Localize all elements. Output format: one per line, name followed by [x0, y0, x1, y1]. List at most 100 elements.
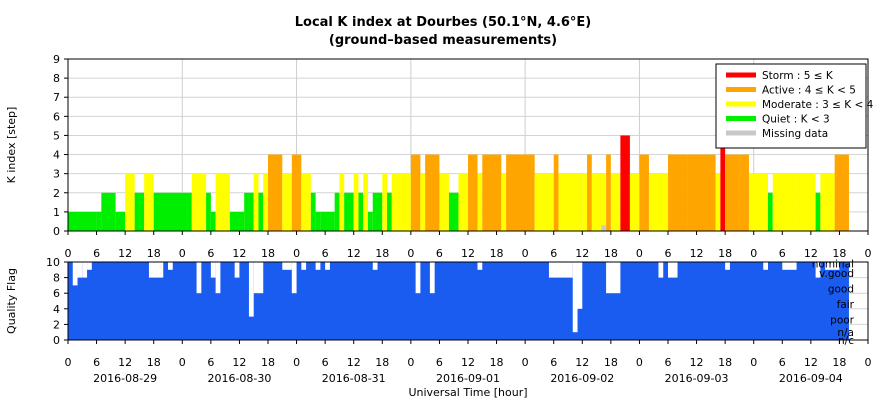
- k-x-tick-label: 18: [604, 247, 618, 260]
- k-x-tick-label: 6: [322, 247, 329, 260]
- quality-y-axis-label: Quality Flag: [5, 268, 18, 334]
- k-bar: [229, 211, 245, 231]
- q-x-tick-label: 18: [261, 356, 275, 369]
- quality-dip: [548, 262, 573, 278]
- quality-dip: [77, 262, 83, 278]
- k-bar: [153, 192, 188, 231]
- q-y-tick-label: 6: [53, 287, 60, 300]
- k-bar: [353, 173, 359, 231]
- q-x-tick-label: 6: [779, 356, 786, 369]
- q-x-tick-label: 0: [65, 356, 72, 369]
- legend-label-storm: Storm : 5 ≤ K: [762, 70, 834, 82]
- x-axis-label: Universal Time [hour]: [408, 386, 527, 399]
- k-bar: [96, 211, 102, 231]
- legend: Storm : 5 ≤ K Active : 4 ≤ K < 5 Moderate …: [715, 63, 874, 149]
- quality-level-label: fair: [837, 299, 855, 311]
- quality-dip: [825, 262, 840, 270]
- quality-dip: [606, 262, 621, 294]
- quality-dip: [325, 262, 330, 270]
- k-x-tick-label: 18: [261, 247, 275, 260]
- q-x-tick-label: 0: [750, 356, 757, 369]
- k-x-tick-label: 0: [65, 247, 72, 260]
- k-x-tick-label: 12: [118, 247, 132, 260]
- k-y-tick-label: 9: [53, 53, 60, 66]
- k-index-y-axis-label: K index [step]: [5, 107, 18, 184]
- k-bar: [687, 154, 716, 231]
- q-x-tick-label: 0: [293, 356, 300, 369]
- quality-dip: [572, 262, 578, 333]
- k-bar: [720, 135, 726, 231]
- k-bar: [125, 173, 135, 231]
- k-y-tick-label: 8: [53, 72, 60, 85]
- k-bar: [534, 173, 554, 231]
- k-bar: [420, 173, 426, 231]
- q-y-tick-label: 0: [53, 334, 60, 347]
- k-x-tick-label: 12: [804, 247, 818, 260]
- k-bar: [368, 211, 373, 231]
- k-missing-mark: [601, 225, 607, 231]
- quality-dip: [577, 262, 583, 309]
- k-x-tick-label: 6: [93, 247, 100, 260]
- q-x-tick-label: 12: [347, 356, 361, 369]
- k-x-tick-label: 12: [690, 247, 704, 260]
- k-bar: [358, 192, 364, 231]
- k-bar: [258, 192, 264, 231]
- k-x-tick-label: 18: [490, 247, 504, 260]
- q-x-tick-label: 0: [636, 356, 643, 369]
- q-y-tick-label: 4: [53, 303, 60, 316]
- date-label: 2016-09-04: [779, 372, 843, 385]
- k-bar: [501, 173, 507, 231]
- k-y-tick-label: 7: [53, 91, 60, 104]
- k-bar: [425, 154, 440, 231]
- quality-dip: [429, 262, 435, 294]
- quality-dip: [315, 262, 321, 270]
- quality-level-label: poor: [830, 315, 855, 327]
- q-x-tick-label: 12: [461, 356, 475, 369]
- quality-dip: [234, 262, 240, 278]
- chart-subtitle: (ground–based measurements): [329, 33, 557, 48]
- legend-label-quiet: Quiet : K < 3: [762, 114, 830, 126]
- k-bar: [815, 192, 821, 231]
- k-bar: [391, 173, 397, 231]
- k-bar: [382, 173, 388, 231]
- k-bar: [268, 154, 283, 231]
- quality-dip: [782, 262, 797, 270]
- quality-dip: [658, 262, 664, 278]
- k-bar: [768, 192, 773, 231]
- k-y-tick-label: 1: [53, 206, 60, 219]
- k-bar: [610, 173, 621, 231]
- k-bar: [820, 173, 835, 231]
- k-bar: [310, 192, 316, 231]
- quality-dip: [248, 262, 254, 317]
- k-bar: [282, 173, 292, 231]
- k-x-tick-label: 18: [832, 247, 846, 260]
- q-x-tick-label: 12: [232, 356, 246, 369]
- quality-dip: [168, 262, 173, 270]
- quality-dip: [253, 262, 264, 294]
- quality-dip: [210, 262, 216, 278]
- k-bar: [339, 173, 345, 231]
- k-x-tick-label: 6: [436, 247, 443, 260]
- q-y-tick-label: 8: [53, 272, 60, 285]
- k-bar: [587, 154, 592, 231]
- k-x-tick-label: 12: [347, 247, 361, 260]
- k-bar: [668, 154, 688, 231]
- k-x-tick-label: 0: [407, 247, 414, 260]
- k-bar: [582, 173, 588, 231]
- k-bar: [448, 192, 459, 231]
- k-x-tick-label: 6: [550, 247, 557, 260]
- legend-label-missing: Missing data: [762, 128, 828, 140]
- k-bar: [629, 173, 640, 231]
- quality-dip: [215, 262, 221, 294]
- k-bar: [139, 192, 145, 231]
- k-bar: [187, 192, 192, 231]
- q-x-tick-label: 18: [375, 356, 389, 369]
- k-bar: [315, 211, 321, 231]
- date-label: 2016-09-03: [665, 372, 729, 385]
- k-x-tick-label: 12: [461, 247, 475, 260]
- k-bar: [715, 173, 721, 231]
- k-x-tick-label: 12: [575, 247, 589, 260]
- k-bar: [796, 173, 816, 231]
- q-y-tick-label: 2: [53, 318, 60, 331]
